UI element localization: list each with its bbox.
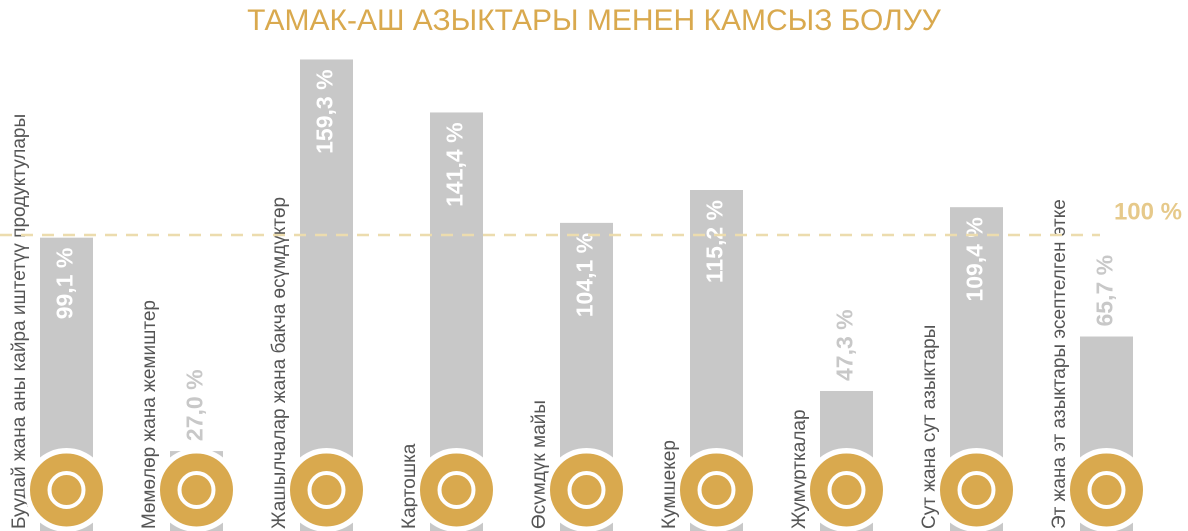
icon: [937, 450, 1016, 530]
icon: [287, 450, 366, 530]
icon: [677, 450, 756, 530]
value-label: 141,4 %: [442, 122, 468, 206]
category-label: Эт жана эт азыктары эсептелген этке: [1049, 199, 1070, 529]
icon-shape: [827, 471, 866, 509]
category-label: Буудай жана аны кайра иштетүү продуктула…: [9, 114, 30, 529]
reference-label: 100 %: [1114, 198, 1182, 225]
icon-shape: [1087, 471, 1126, 509]
category-label: Өсүмдүк майы: [529, 400, 550, 529]
category-label: Мөмөлөр жана жемиштер: [139, 300, 160, 529]
category-label: Сут жана сут азыктары: [919, 325, 940, 529]
icon-shape: [697, 471, 736, 509]
icon-shape: [47, 471, 86, 509]
icon-shape: [957, 471, 996, 509]
chart-title: ТАМАК-АШ АЗЫКТАРЫ МЕНЕН КАМСЫЗ БОЛУУ: [247, 4, 942, 37]
icon: [27, 450, 106, 530]
icon-shape: [567, 471, 606, 509]
icon: [417, 450, 496, 530]
category-label: Жашылчалар жана бакча өсүмдүктөр: [269, 197, 290, 529]
category-label: Картошка: [399, 443, 420, 529]
icon-shape: [307, 471, 346, 509]
value-label: 27,0 %: [182, 369, 208, 441]
value-label: 47,3 %: [832, 309, 858, 381]
icon: [807, 450, 886, 530]
value-label: 109,4 %: [962, 217, 988, 301]
value-label: 104,1 %: [572, 233, 598, 317]
value-label: 115,2 %: [702, 200, 728, 283]
icon-shape: [177, 471, 216, 509]
icon: [1067, 450, 1146, 530]
category-label: Кумшекер: [659, 440, 680, 529]
value-label: 159,3 %: [312, 69, 338, 153]
icon: [157, 450, 236, 530]
value-label: 99,1 %: [52, 248, 78, 320]
icon: [547, 450, 626, 530]
category-label: Жумурткалар: [789, 409, 810, 529]
value-label: 65,7 %: [1092, 255, 1118, 327]
icon-shape: [437, 471, 476, 509]
